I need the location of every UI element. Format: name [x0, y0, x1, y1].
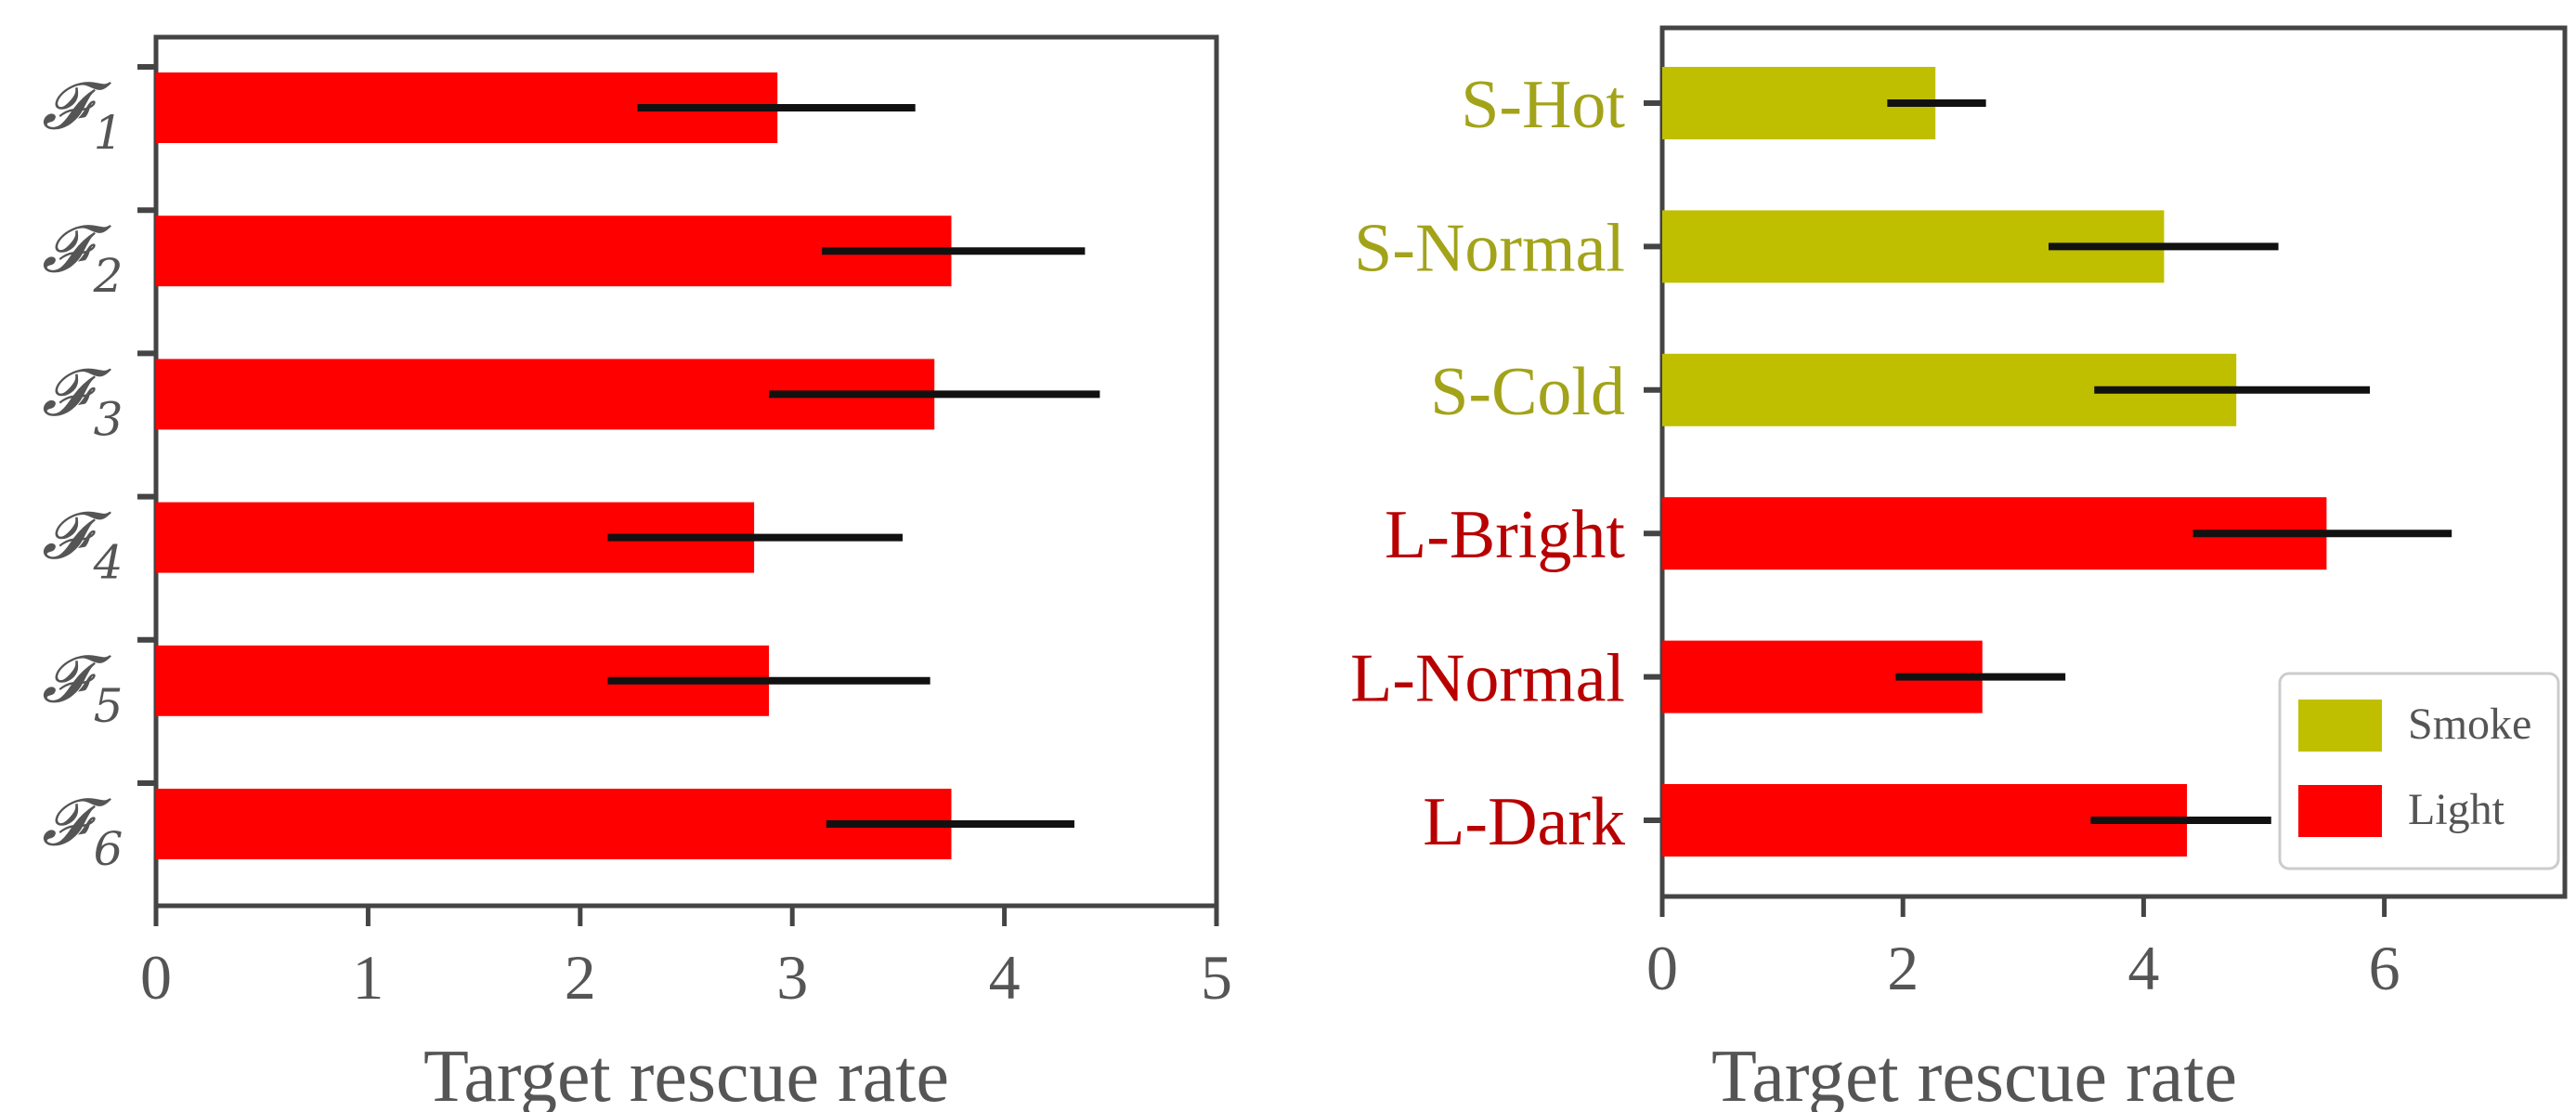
x-axis-title: Target rescue rate [1711, 1036, 2237, 1112]
x-tick-label-4: 4 [989, 942, 1021, 1013]
category-label-1: S-Hot [1461, 67, 1625, 143]
category-subscript-4: 4 [93, 536, 124, 590]
category-label-2: S-Normal [1354, 210, 1625, 286]
category-label-6: 𝓕6 [42, 784, 123, 876]
plot-frame [153, 34, 1219, 909]
x-tick-label-1: 1 [352, 942, 384, 1013]
category-label-6: L-Dark [1423, 784, 1625, 860]
legend-swatch-light [2298, 785, 2382, 837]
category-label-3: 𝓕3 [42, 354, 123, 446]
category-label-4: 𝓕4 [42, 498, 123, 590]
x-tick-label-5: 5 [1201, 942, 1232, 1013]
legend-label-smoke: Smoke [2408, 700, 2531, 749]
right-chart-panel: S-Hot S-Normal S-Cold L-Bright L-Normal L-Dar… [1350, 25, 2568, 1112]
bar-2 [156, 216, 952, 287]
x-tick-label-0: 0 [1646, 933, 1678, 1003]
x-tick-label-2: 2 [1887, 933, 1919, 1003]
x-tick-label-0: 0 [140, 942, 172, 1013]
x-axis-title: Target rescue rate [423, 1036, 949, 1112]
category-label-2: 𝓕2 [42, 211, 123, 303]
legend-swatch-smoke [2298, 700, 2382, 752]
category-subscript-3: 3 [94, 392, 124, 446]
category-subscript-2: 2 [93, 249, 124, 303]
category-subscript-5: 5 [94, 679, 124, 733]
x-tick-label-4: 4 [2127, 933, 2159, 1003]
category-label-5: 𝓕5 [42, 641, 123, 733]
category-subscript-1: 1 [94, 106, 124, 160]
category-label-4: L-Bright [1385, 497, 1625, 573]
category-label-5: L-Normal [1350, 641, 1625, 717]
category-label-3: S-Cold [1430, 354, 1625, 430]
x-tick-label-3: 3 [776, 942, 808, 1013]
left-chart-panel: 𝓕1 𝓕2 𝓕3 𝓕4 𝓕5 𝓕60 1 2 3 4 5 Target rescue rate [42, 34, 1232, 1112]
x-tick-label-6: 6 [2369, 933, 2400, 1003]
category-subscript-6: 6 [94, 822, 124, 876]
x-tick-label-2: 2 [565, 942, 596, 1013]
legend-label-light: Light [2408, 785, 2505, 834]
bar-6 [156, 789, 952, 859]
category-label-1: 𝓕1 [42, 68, 123, 160]
